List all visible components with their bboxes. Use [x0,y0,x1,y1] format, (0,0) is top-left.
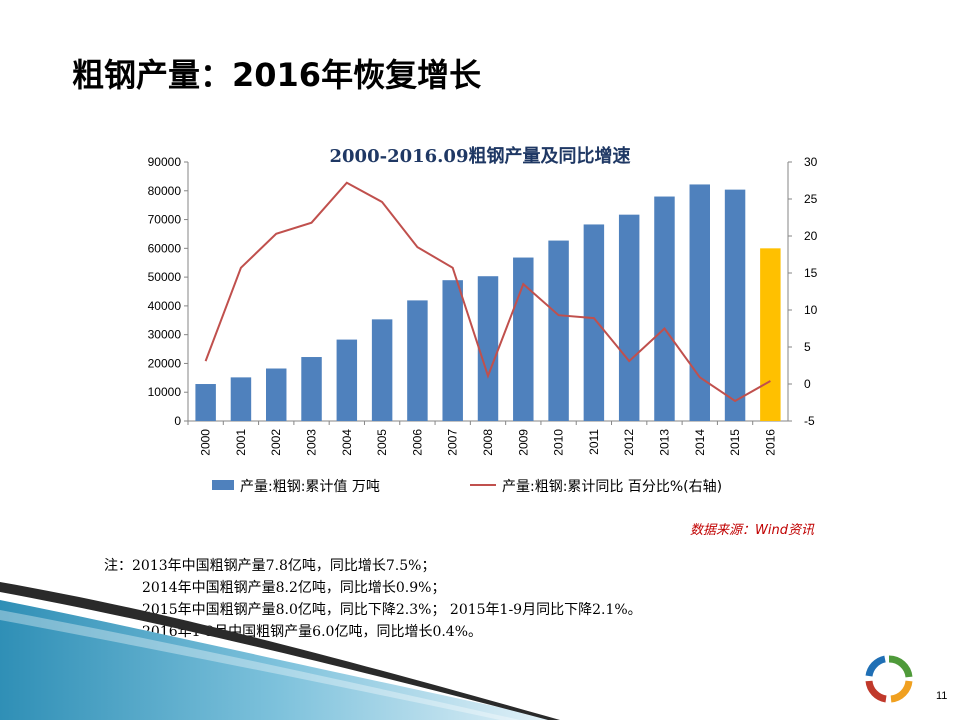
x-axis-tick-label: 2003 [305,429,319,456]
bar-2001 [230,377,252,421]
bar-2002 [266,368,287,421]
company-logo-icon [865,655,913,703]
x-axis-tick-label: 2011 [587,429,601,455]
bar-2014 [689,184,710,421]
x-axis-tick-label: 2007 [446,429,460,456]
x-axis-tick-label: 2005 [375,429,389,456]
legend-bar-swatch [212,480,234,490]
bar-2016 [760,248,781,421]
left-axis-tick-label: 50000 [148,270,182,284]
left-axis-tick-label: 20000 [148,356,182,370]
bar-2000 [195,384,216,421]
legend-bar-label: 产量:粗钢:累计值 万吨 [240,479,380,495]
x-axis-tick-label: 2015 [728,429,742,456]
data-source: 数据来源：Wind资讯 [690,523,814,538]
chart-title: 2000-2016.09粗钢产量及同比增速 [330,145,631,167]
left-axis-tick-label: 10000 [148,385,182,399]
left-axis-tick-label: 30000 [148,328,182,342]
x-axis-tick-label: 2016 [763,429,777,456]
bar-2007 [442,280,463,421]
x-axis-tick-label: 2013 [657,429,671,456]
right-axis-tick-label: 20 [804,229,818,243]
x-axis-tick-label: 2009 [516,429,530,456]
bar-2006 [407,300,428,421]
x-axis-tick-label: 2012 [622,429,636,456]
bar-2013 [654,196,675,421]
x-axis-tick-label: 2001 [234,429,248,456]
bar-2003 [301,357,322,421]
legend-line-label: 产量:粗钢:累计同比 百分比%(右轴) [502,479,722,495]
left-axis-tick-label: 0 [174,414,181,428]
right-axis-tick-label: 15 [804,266,818,280]
x-axis-tick-label: 2008 [481,429,495,456]
right-axis-tick-label: 10 [804,303,818,317]
left-axis-tick-label: 70000 [148,213,182,227]
decorative-swoosh [0,582,560,720]
page-number: 11 [936,690,948,702]
x-axis-tick-label: 2006 [410,429,424,456]
left-axis-tick-label: 40000 [148,299,182,313]
slide-title: 粗钢产量：2016年恢复增长 [72,56,482,94]
note-line: 注：2013年中国粗钢产量7.8亿吨，同比增长7.5%； [104,558,436,574]
plot-area: 0100002000030000400005000060000700008000… [148,155,818,456]
note-line: 2015年中国粗钢产量8.0亿吨，同比下降2.3%； 2015年1-9月同比下降… [142,602,642,618]
right-axis-tick-label: 30 [804,155,818,169]
x-axis-tick-label: 2014 [693,429,707,456]
x-axis-tick-label: 2010 [552,429,566,456]
bar-2010 [548,240,569,421]
legend: 产量:粗钢:累计值 万吨 产量:粗钢:累计同比 百分比%(右轴) [212,479,722,495]
notes: 注：2013年中国粗钢产量7.8亿吨，同比增长7.5%； 2014年中国粗钢产量… [104,555,642,643]
bar-2012 [618,214,640,421]
bar-2009 [513,257,534,421]
left-axis-tick-label: 80000 [148,184,182,198]
bar-2011 [583,224,605,421]
x-axis-tick-label: 2004 [340,429,354,456]
bar-2005 [371,319,393,421]
growth-rate-line [204,181,771,403]
left-axis-tick-label: 90000 [148,155,182,169]
x-axis-tick-label: 2000 [199,429,213,456]
right-axis-tick-label: -5 [804,414,815,428]
right-axis-tick-label: 5 [804,340,811,354]
bar-2008 [477,276,499,421]
bar-2015 [724,189,746,421]
right-axis-tick-label: 0 [804,377,811,391]
note-line: 2014年中国粗钢产量8.2亿吨，同比增长0.9%； [142,580,446,596]
left-axis-tick-label: 60000 [148,241,182,255]
x-axis-tick-label: 2002 [269,429,283,456]
bar-2004 [336,339,358,421]
right-axis-tick-label: 25 [804,192,818,206]
